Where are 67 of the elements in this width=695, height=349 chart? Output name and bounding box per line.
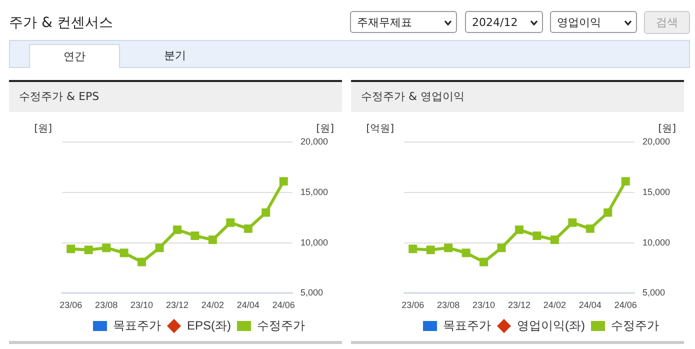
point <box>208 236 217 244</box>
point <box>621 177 630 186</box>
text: 2024/12 <box>472 16 518 29</box>
x-tick-label: 23/10 <box>130 300 154 310</box>
legend-label: 목표주가 <box>443 318 492 332</box>
y2-tick-label: 10,000 <box>642 237 670 248</box>
point <box>444 244 453 252</box>
text: 검색 <box>644 11 690 34</box>
point <box>426 246 435 254</box>
x-tick-label: 23/10 <box>472 300 496 310</box>
y2-axis-title: [원] <box>658 124 676 135</box>
point <box>155 244 164 252</box>
y2-axis-title: [원] <box>316 124 334 135</box>
x-tick-label: 24/06 <box>614 300 637 310</box>
point <box>102 244 111 252</box>
y-axis-title: [원] <box>34 124 52 135</box>
x-tick-label: 23/12 <box>508 300 530 310</box>
text: 분기 <box>163 48 187 64</box>
chart-title: 수정주가 & 영업이익 <box>351 80 684 112</box>
y-axis-title: [억원] <box>366 124 394 135</box>
point <box>138 258 146 266</box>
x-tick-label: 23/08 <box>437 300 460 310</box>
y2-tick-label: 5,000 <box>642 288 666 298</box>
legend-label: 영업이익(좌) <box>517 318 586 332</box>
x-tick-label: 23/06 <box>402 300 424 310</box>
y2-tick-label: 20,000 <box>300 136 328 146</box>
x-tick-label: 24/02 <box>543 300 566 310</box>
point <box>262 208 270 217</box>
x-tick-label: 23/08 <box>95 300 118 310</box>
point <box>244 224 252 233</box>
point <box>604 208 612 217</box>
text: 주가 & 컨센서스 <box>9 14 113 32</box>
text: 영업이익 <box>557 16 601 29</box>
point <box>586 224 594 233</box>
y2-tick-label: 5,000 <box>300 288 324 298</box>
legend-label: EPS(좌) <box>187 318 232 332</box>
point <box>568 218 577 227</box>
text: 주재무제표 <box>357 16 412 29</box>
x-tick-label: 24/02 <box>201 300 224 310</box>
legend-label: 수정주가 <box>610 318 659 332</box>
point <box>532 232 542 240</box>
point <box>279 177 288 186</box>
x-tick-label: 23/12 <box>166 300 188 310</box>
y2-tick-label: 20,000 <box>642 136 670 146</box>
x-tick-label: 23/06 <box>60 300 82 310</box>
legend-label: 수정주가 <box>257 318 305 332</box>
point <box>497 244 506 252</box>
x-tick-label: 24/06 <box>272 300 295 310</box>
point <box>408 244 418 254</box>
point <box>514 225 524 234</box>
y2-tick-label: 10,000 <box>300 237 328 248</box>
point <box>550 236 559 244</box>
point <box>226 218 235 227</box>
point <box>172 225 182 234</box>
point <box>190 232 200 240</box>
point <box>84 246 93 254</box>
y2-tick-label: 15,000 <box>300 186 328 197</box>
x-tick-label: 24/04 <box>578 300 602 310</box>
y2-tick-label: 15,000 <box>642 186 670 197</box>
point <box>462 248 470 258</box>
legend-label: 목표주가 <box>113 318 161 332</box>
text: 연간 <box>29 44 120 68</box>
x-tick-label: 24/04 <box>236 300 260 310</box>
point <box>66 244 76 254</box>
point <box>480 258 488 266</box>
point <box>120 248 128 258</box>
chart-title: 수정주가 & EPS <box>9 80 342 112</box>
